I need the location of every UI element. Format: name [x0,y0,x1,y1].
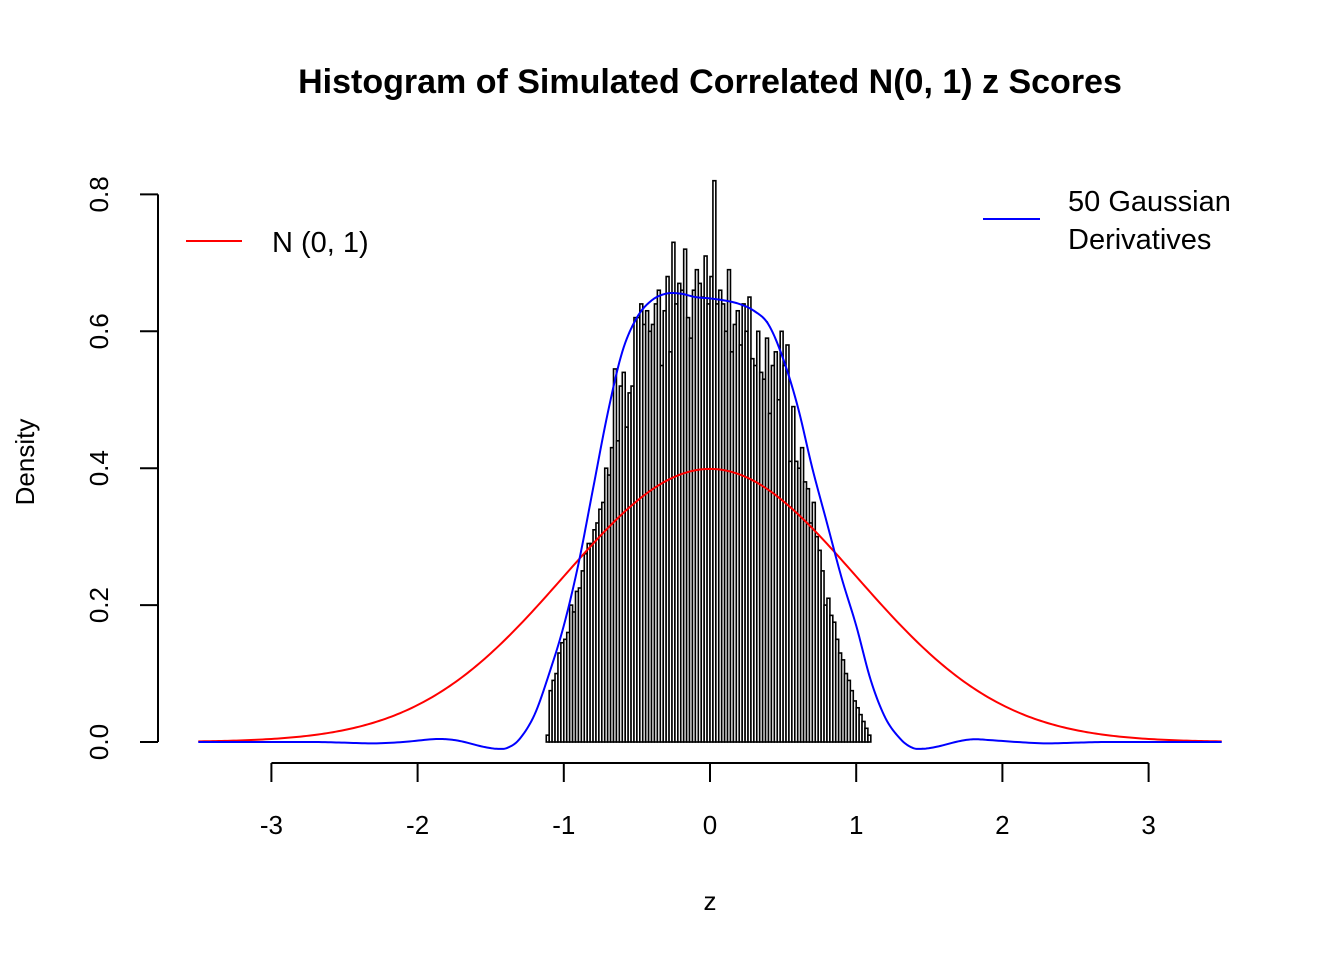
y-axis: 0.0 0.2 0.4 0.6 0.8 [84,176,159,760]
x-tick-label: 0 [703,810,717,840]
y-tick-label: 0.0 [84,724,114,760]
x-tick-label: 2 [995,810,1009,840]
density-curves [198,291,1222,750]
legend-label-normal: N (0, 1) [272,227,369,259]
y-axis-label: Density [10,419,40,506]
histogram-bar [867,734,872,743]
y-tick-label: 0.8 [84,176,114,212]
chart-title: Histogram of Simulated Correlated N(0, 1… [298,63,1122,101]
legend-label-gaussian-derivatives-line2: Derivatives [1068,224,1211,256]
legend: N (0, 1) 50 Gaussian Derivatives [186,186,1231,259]
x-tick-label: -2 [406,810,429,840]
x-tick-label: 1 [849,810,863,840]
y-tick-label: 0.4 [84,450,114,486]
series-line [198,467,1222,743]
x-axis-label: z [704,886,717,916]
series-line [198,291,1222,750]
x-tick-label: -3 [260,810,283,840]
y-tick-label: 0.6 [84,313,114,349]
legend-label-gaussian-derivatives-line1: 50 Gaussian [1068,186,1231,218]
x-tick-label: -1 [552,810,575,840]
x-tick-label: 3 [1141,810,1155,840]
x-axis: -3 -2 -1 0 1 2 3 [260,762,1156,840]
y-tick-label: 0.2 [84,587,114,623]
histogram-bars [545,179,872,743]
